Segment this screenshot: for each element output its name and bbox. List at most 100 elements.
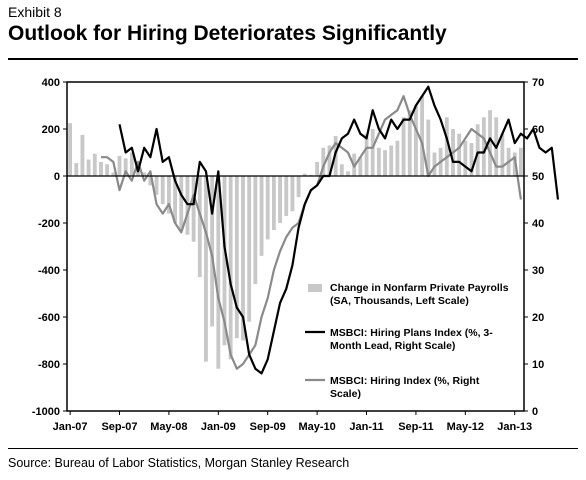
left-tick-label: 400	[42, 77, 60, 89]
payroll-bar	[154, 176, 159, 195]
payroll-bar	[358, 157, 363, 176]
payroll-bar	[475, 124, 480, 176]
payroll-bar	[376, 147, 381, 176]
legend-label-payrolls-2: (SA, Thousands, Left Scale)	[330, 295, 469, 307]
right-tick-label: 70	[532, 77, 544, 89]
payroll-bar	[105, 164, 110, 176]
payroll-bar	[395, 140, 400, 176]
payroll-bar	[222, 176, 227, 346]
x-tick-label: May-10	[298, 421, 335, 433]
payroll-bar	[99, 161, 103, 176]
payroll-bar	[426, 119, 431, 176]
x-tick-label: Sep-11	[398, 421, 433, 433]
x-tick-label: Sep-07	[101, 421, 137, 433]
payroll-bar	[370, 129, 375, 176]
payroll-bar	[179, 176, 184, 231]
payroll-bar	[346, 171, 350, 176]
payroll-bar	[259, 176, 264, 256]
payroll-bar	[290, 176, 295, 212]
payroll-bar	[420, 96, 425, 176]
payroll-bar	[173, 176, 177, 223]
payroll-bar	[197, 176, 202, 278]
payroll-bar	[389, 145, 394, 176]
legend-swatch-payrolls	[308, 284, 322, 292]
payroll-bar	[383, 150, 387, 176]
payroll-bar	[234, 176, 239, 339]
payroll-bar	[241, 176, 245, 341]
left-tick-label: -600	[38, 312, 60, 324]
payroll-bar	[80, 134, 85, 177]
chart-legend: Change in Nonfarm Private Payrolls (SA, …	[305, 282, 509, 400]
payroll-bar	[432, 152, 437, 176]
payroll-bar	[142, 172, 147, 176]
payroll-bar	[216, 176, 221, 369]
right-tick-label: 20	[532, 312, 544, 324]
payroll-bar	[117, 156, 122, 176]
payroll-bar	[469, 143, 474, 176]
x-tick-label: Jan-11	[349, 421, 383, 433]
right-tick-label: 0	[532, 406, 538, 418]
payroll-bar	[210, 176, 215, 327]
chart-plot: 4002000-200-400-600-800-1000706050403020…	[32, 77, 560, 433]
payroll-bar	[407, 110, 412, 176]
payroll-bar	[166, 176, 171, 214]
payroll-bar	[519, 147, 523, 176]
right-tick-label: 60	[532, 124, 544, 136]
payroll-bar	[74, 163, 79, 176]
source-rule	[8, 448, 578, 449]
payroll-bar	[321, 147, 326, 176]
chart-title: Outlook for Hiring Deteriorates Signific…	[8, 22, 447, 45]
payroll-bar	[265, 176, 270, 240]
payroll-bar	[68, 123, 72, 177]
payroll-bar	[364, 133, 369, 176]
payroll-bar	[444, 117, 449, 176]
legend-label-hiring-index-1: MSBCI: Hiring Index (%, Right	[330, 375, 480, 387]
payroll-bar	[296, 176, 301, 198]
legend-label-hiring-plans-2: Month Lead, Right Scale)	[330, 340, 455, 352]
payroll-bar	[111, 172, 116, 176]
payroll-bar	[123, 158, 128, 176]
payroll-bar	[129, 152, 134, 176]
payroll-bar	[228, 176, 233, 360]
plot-frame	[66, 81, 525, 412]
legend-label-hiring-plans-1: MSBCI: Hiring Plans Index (%, 3-	[330, 327, 493, 339]
payroll-bar	[271, 176, 276, 231]
x-tick-label: May-08	[150, 421, 187, 433]
payroll-bar	[160, 176, 165, 205]
left-tick-label: -800	[38, 359, 60, 371]
right-tick-label: 10	[532, 359, 544, 371]
x-tick-label: Sep-09	[250, 421, 286, 433]
payroll-bar	[92, 153, 97, 176]
left-tick-label: -1000	[32, 406, 60, 418]
payroll-bar	[204, 176, 208, 362]
exhibit-label: Exhibit 8	[8, 4, 62, 20]
hiring-plans-line	[118, 85, 560, 375]
payroll-bar	[488, 110, 492, 176]
left-tick-label: 0	[54, 171, 60, 183]
payroll-bar	[401, 117, 406, 176]
payroll-bar	[327, 145, 332, 176]
left-tick-label: 200	[42, 124, 60, 136]
payroll-bar	[414, 105, 418, 176]
payroll-bar	[191, 176, 196, 242]
payroll-bar	[278, 176, 282, 223]
right-tick-label: 50	[532, 171, 544, 183]
right-tick-label: 40	[532, 218, 544, 230]
right-tick-label: 30	[532, 265, 544, 277]
x-tick-label: Jan-13	[497, 421, 532, 433]
title-rule	[8, 58, 578, 60]
payroll-bar	[500, 133, 505, 176]
payroll-bar	[253, 176, 258, 285]
left-tick-label: -200	[38, 218, 60, 230]
payroll-bar	[247, 176, 252, 322]
legend-label-payrolls-1: Change in Nonfarm Private Payrolls	[330, 282, 509, 294]
x-tick-label: May-12	[447, 421, 484, 433]
payroll-bar	[457, 133, 462, 176]
x-tick-label: Jan-09	[201, 421, 236, 433]
left-tick-label: -400	[38, 265, 60, 277]
payroll-bar	[315, 161, 320, 176]
payroll-bar	[339, 164, 344, 176]
x-tick-label: Jan-07	[53, 421, 88, 433]
payroll-bar	[481, 117, 486, 176]
source-note: Source: Bureau of Labor Statistics, Morg…	[8, 456, 350, 470]
